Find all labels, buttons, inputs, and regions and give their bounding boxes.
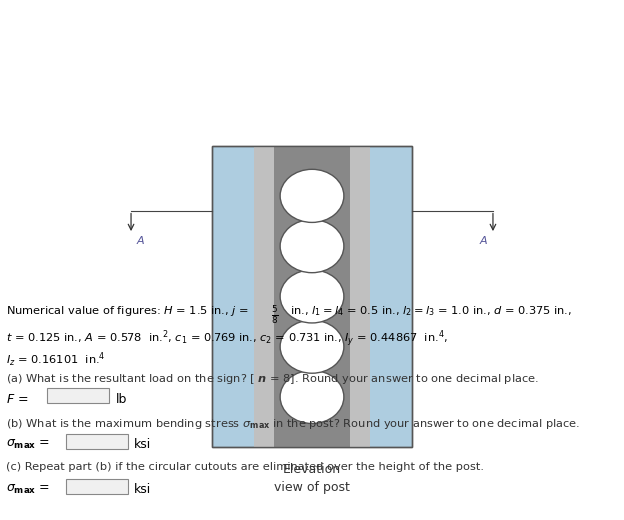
Bar bbox=[274, 146, 350, 447]
Text: A: A bbox=[480, 237, 487, 246]
Text: ksi: ksi bbox=[134, 438, 152, 451]
Text: Numerical value of figures: $H$ = 1.5 in., $j$ =: Numerical value of figures: $H$ = 1.5 in… bbox=[6, 304, 250, 318]
Text: $\sigma_\mathbf{max}$ =: $\sigma_\mathbf{max}$ = bbox=[6, 438, 51, 451]
Text: (a) What is the resultant load on the sign? [ $\boldsymbol{n}$ = 8]. Round your : (a) What is the resultant load on the si… bbox=[6, 372, 539, 386]
Text: (c) Repeat part (b) if the circular cutouts are eliminated over the height of th: (c) Repeat part (b) if the circular cuto… bbox=[6, 462, 484, 472]
Text: view of post: view of post bbox=[274, 481, 350, 494]
Text: Elevation: Elevation bbox=[283, 463, 341, 476]
Circle shape bbox=[280, 219, 344, 272]
FancyBboxPatch shape bbox=[66, 479, 128, 494]
Circle shape bbox=[280, 270, 344, 323]
Text: ksi: ksi bbox=[134, 483, 152, 496]
Text: $\sigma_\mathbf{max}$ =: $\sigma_\mathbf{max}$ = bbox=[6, 483, 51, 496]
Text: in., $l_1 = l_4$ = 0.5 in., $l_2 = l_3$ = 1.0 in., $d$ = 0.375 in.,: in., $l_1 = l_4$ = 0.5 in., $l_2 = l_3$ … bbox=[287, 304, 572, 318]
Text: A: A bbox=[137, 237, 144, 246]
Bar bbox=[212, 146, 412, 447]
Text: $t$ = 0.125 in., $A$ = 0.578  in.$^2$, $c_1$ = 0.769 in., $c_2$ = 0.731 in., $I_: $t$ = 0.125 in., $A$ = 0.578 in.$^2$, $c… bbox=[6, 328, 448, 348]
Bar bbox=[350, 146, 370, 447]
Text: $\frac{5}{8}$: $\frac{5}{8}$ bbox=[271, 304, 279, 326]
Bar bbox=[254, 146, 274, 447]
FancyBboxPatch shape bbox=[66, 434, 128, 449]
FancyBboxPatch shape bbox=[47, 388, 109, 403]
Circle shape bbox=[280, 370, 344, 423]
Text: $I_z$ = 0.16101  in.$^4$: $I_z$ = 0.16101 in.$^4$ bbox=[6, 351, 106, 369]
Circle shape bbox=[280, 320, 344, 373]
Circle shape bbox=[280, 170, 344, 223]
Text: (b) What is the maximum bending stress $\sigma_\mathbf{max}$ in the post? Round : (b) What is the maximum bending stress $… bbox=[6, 417, 580, 431]
Text: $F$ =: $F$ = bbox=[6, 393, 29, 406]
Bar bbox=[212, 146, 412, 447]
Text: lb: lb bbox=[115, 393, 127, 406]
